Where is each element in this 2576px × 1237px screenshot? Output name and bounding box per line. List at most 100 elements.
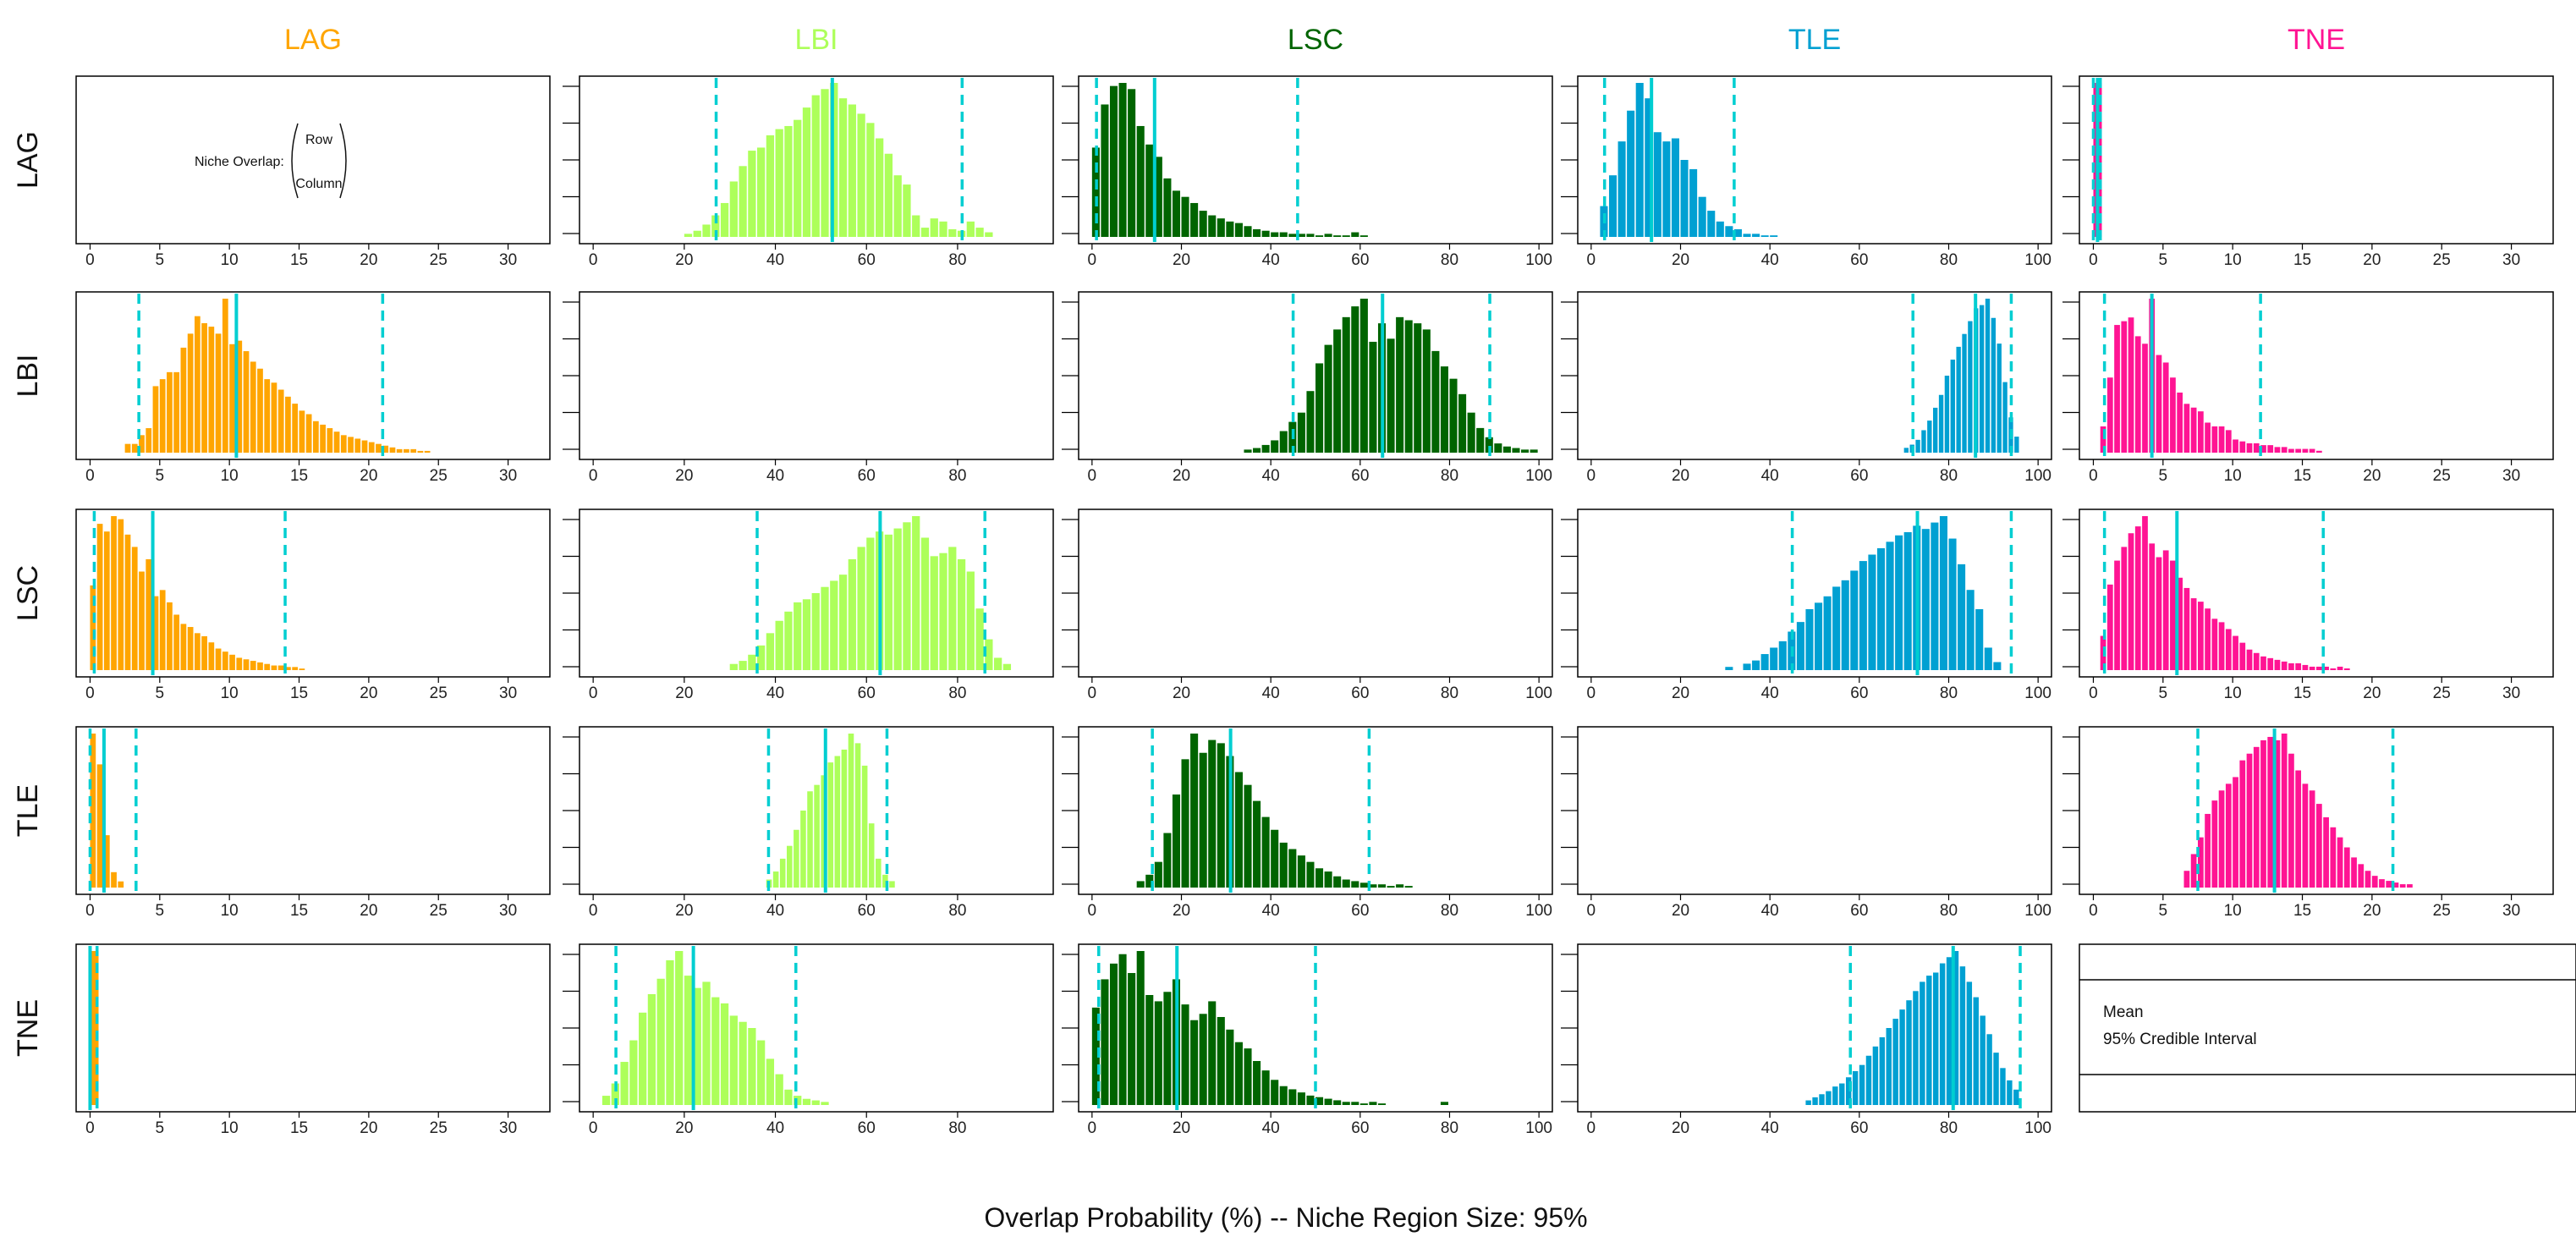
histogram-bar	[277, 389, 284, 453]
histogram-bar	[1172, 190, 1181, 237]
x-tick-label: 40	[766, 251, 784, 269]
histogram-bar	[787, 845, 793, 888]
histogram-bar	[975, 228, 984, 237]
histogram-bar	[1975, 608, 1984, 670]
x-tick-label: 40	[1761, 1119, 1779, 1137]
histogram-bar	[1852, 1070, 1859, 1105]
x-tick-label: 100	[2024, 467, 2051, 485]
histogram-bar	[1662, 141, 1671, 237]
histogram-bar	[702, 981, 711, 1105]
histogram-bar	[173, 371, 180, 453]
x-tick-label: 0	[85, 684, 95, 702]
histogram-bar	[1962, 333, 1967, 453]
x-tick-label: 20	[360, 684, 377, 702]
row-header-lbi: LBI	[12, 354, 44, 397]
histogram-bar	[1172, 794, 1181, 888]
histogram-bar	[159, 379, 166, 453]
histogram-bar	[2114, 325, 2120, 453]
x-tick-label: 20	[1173, 684, 1190, 702]
x-tick-label: 25	[2433, 902, 2451, 920]
x-tick-label: 15	[2293, 684, 2311, 702]
histogram-bar	[1199, 1014, 1207, 1105]
histogram-bar	[1926, 976, 1932, 1105]
plot-layer: LAG LBI LSC TLE TNE LAG LBI LSC TLE TNE 0 5 10 15 20 25…	[12, 24, 2576, 1137]
histogram-bar	[1091, 147, 1100, 237]
x-tick-label: 0	[85, 467, 95, 485]
x-tick-label: 100	[2024, 684, 2051, 702]
histogram-bar	[264, 663, 271, 670]
histogram-bar	[1865, 1055, 1872, 1105]
histogram-bar	[1832, 1086, 1838, 1105]
x-tick-label: 60	[858, 467, 876, 485]
histogram-bar	[146, 428, 152, 453]
x-tick-label: 0	[2089, 467, 2098, 485]
histogram-bar	[2177, 392, 2183, 453]
x-tick-label: 100	[1525, 684, 1552, 702]
histogram-bar	[920, 537, 930, 670]
histogram-bar	[1958, 564, 1966, 670]
histogram-bar	[814, 784, 820, 888]
histogram-tne-tle	[1805, 946, 2022, 1110]
histogram-bar	[2205, 813, 2211, 888]
histogram-bar	[1832, 586, 1841, 670]
panel-frame-lag-lag	[75, 75, 551, 245]
x-tick-label: 15	[290, 467, 308, 485]
histogram-bar	[1805, 608, 1814, 670]
x-axis-title: Overlap Probability (%) -- Niche Region …	[984, 1202, 1587, 1233]
histogram-bar	[1823, 596, 1832, 670]
histogram-bar	[236, 340, 243, 453]
histogram-bar	[802, 1098, 811, 1105]
x-tick-label: 100	[2024, 902, 2051, 920]
x-tick-label: 0	[589, 684, 598, 702]
x-tick-label: 15	[290, 1119, 308, 1137]
x-tick-label: 0	[2089, 684, 2098, 702]
histogram-bar	[1933, 972, 1939, 1105]
histogram-bar	[1271, 829, 1279, 888]
x-tick-label: 20	[360, 1119, 377, 1137]
histogram-bar	[2100, 426, 2106, 453]
x-tick-label: 0	[1587, 251, 1596, 269]
histogram-bar	[1288, 849, 1297, 888]
histogram-bar	[757, 147, 766, 237]
niche-overlap-label: Niche Overlap:	[195, 155, 284, 169]
histogram-bar	[222, 299, 228, 453]
histogram-bar	[1707, 211, 1716, 237]
histogram-bar	[1841, 580, 1849, 670]
histogram-bar	[118, 519, 124, 670]
x-tick-label: 0	[589, 467, 598, 485]
histogram-bar	[1449, 378, 1458, 453]
histogram-bar	[975, 608, 984, 670]
x-tick-label: 0	[1587, 684, 1596, 702]
histogram-bar	[794, 1096, 802, 1105]
histogram-bar	[739, 1021, 747, 1105]
histogram-bar	[1512, 448, 1520, 453]
histogram-bar	[277, 665, 284, 670]
histogram-bar	[2205, 608, 2211, 670]
histogram-bar	[2183, 587, 2190, 670]
histogram-bar	[90, 734, 96, 888]
histogram-bar	[784, 611, 793, 670]
x-tick-label: 25	[2433, 251, 2451, 269]
histogram-bar	[639, 1012, 647, 1105]
legend: Mean 95% Credible Interval	[2079, 943, 2576, 1113]
x-tick-label: 20	[2363, 251, 2381, 269]
x-tick-label: 5	[156, 1119, 165, 1137]
histogram-bar	[2274, 447, 2281, 453]
histogram-bar	[1351, 306, 1359, 453]
x-tick-label: 10	[221, 902, 239, 920]
x-tick-label: 15	[290, 902, 308, 920]
histogram-bar	[1743, 663, 1751, 670]
histogram-bar	[2316, 450, 2322, 453]
histogram-bar	[1387, 886, 1395, 888]
x-tick-label: 20	[1672, 467, 1689, 485]
histogram-lbi-lsc	[1244, 294, 1538, 458]
x-tick-label: 60	[1850, 467, 1868, 485]
histogram-bar	[1342, 235, 1350, 237]
x-tick-label: 40	[766, 1119, 784, 1137]
x-tick-label: 25	[2433, 684, 2451, 702]
x-tick-label: 20	[1672, 684, 1689, 702]
x-tick-label: 0	[85, 902, 95, 920]
histogram-bar	[2211, 618, 2218, 670]
x-tick-label: 0	[1587, 1119, 1596, 1137]
histogram-bar	[930, 556, 938, 670]
